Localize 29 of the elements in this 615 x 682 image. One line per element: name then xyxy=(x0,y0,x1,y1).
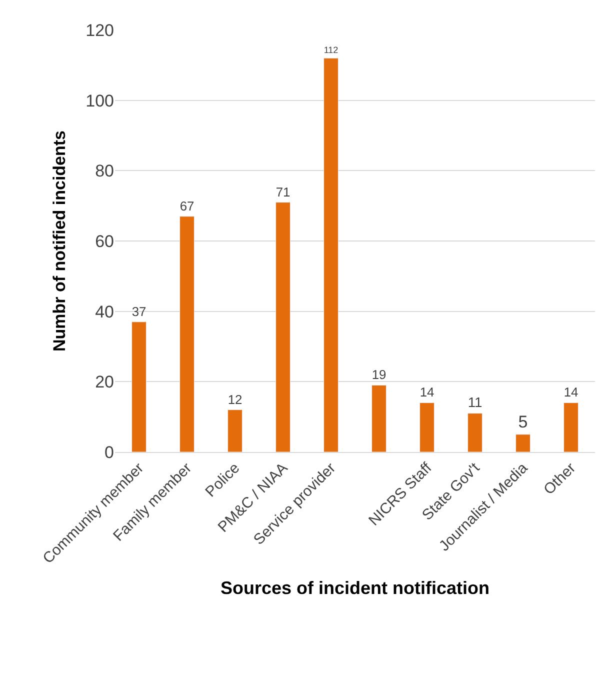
bar xyxy=(516,434,530,452)
bar xyxy=(564,402,578,452)
x-axis-title: Sources of incident notification xyxy=(220,578,490,598)
bar xyxy=(276,202,290,452)
data-label: 11 xyxy=(468,394,482,410)
data-label: 19 xyxy=(372,367,386,382)
data-label: 14 xyxy=(420,384,434,400)
data-label: 71 xyxy=(276,184,290,200)
data-label: 12 xyxy=(228,392,242,407)
data-label: 5 xyxy=(518,412,528,432)
y-tick-label: 40 xyxy=(95,302,114,322)
bar xyxy=(180,216,194,452)
y-tick-label: 120 xyxy=(86,20,114,40)
bar xyxy=(228,410,242,452)
bar xyxy=(372,384,386,452)
y-axis-title: Numbr of notified incidents xyxy=(50,130,70,352)
data-label: 112 xyxy=(324,45,338,56)
data-label: 14 xyxy=(564,384,578,400)
bar xyxy=(132,322,146,452)
bar xyxy=(468,413,482,452)
bar xyxy=(324,58,338,452)
y-tick-label: 20 xyxy=(95,372,114,392)
y-tick-label: 80 xyxy=(95,162,114,181)
y-tick-label: 100 xyxy=(86,91,114,110)
y-tick-label: 60 xyxy=(95,232,114,251)
bar xyxy=(420,402,434,452)
data-label: 37 xyxy=(132,304,146,319)
data-label: 67 xyxy=(180,198,194,214)
y-tick-label: 0 xyxy=(104,442,114,462)
